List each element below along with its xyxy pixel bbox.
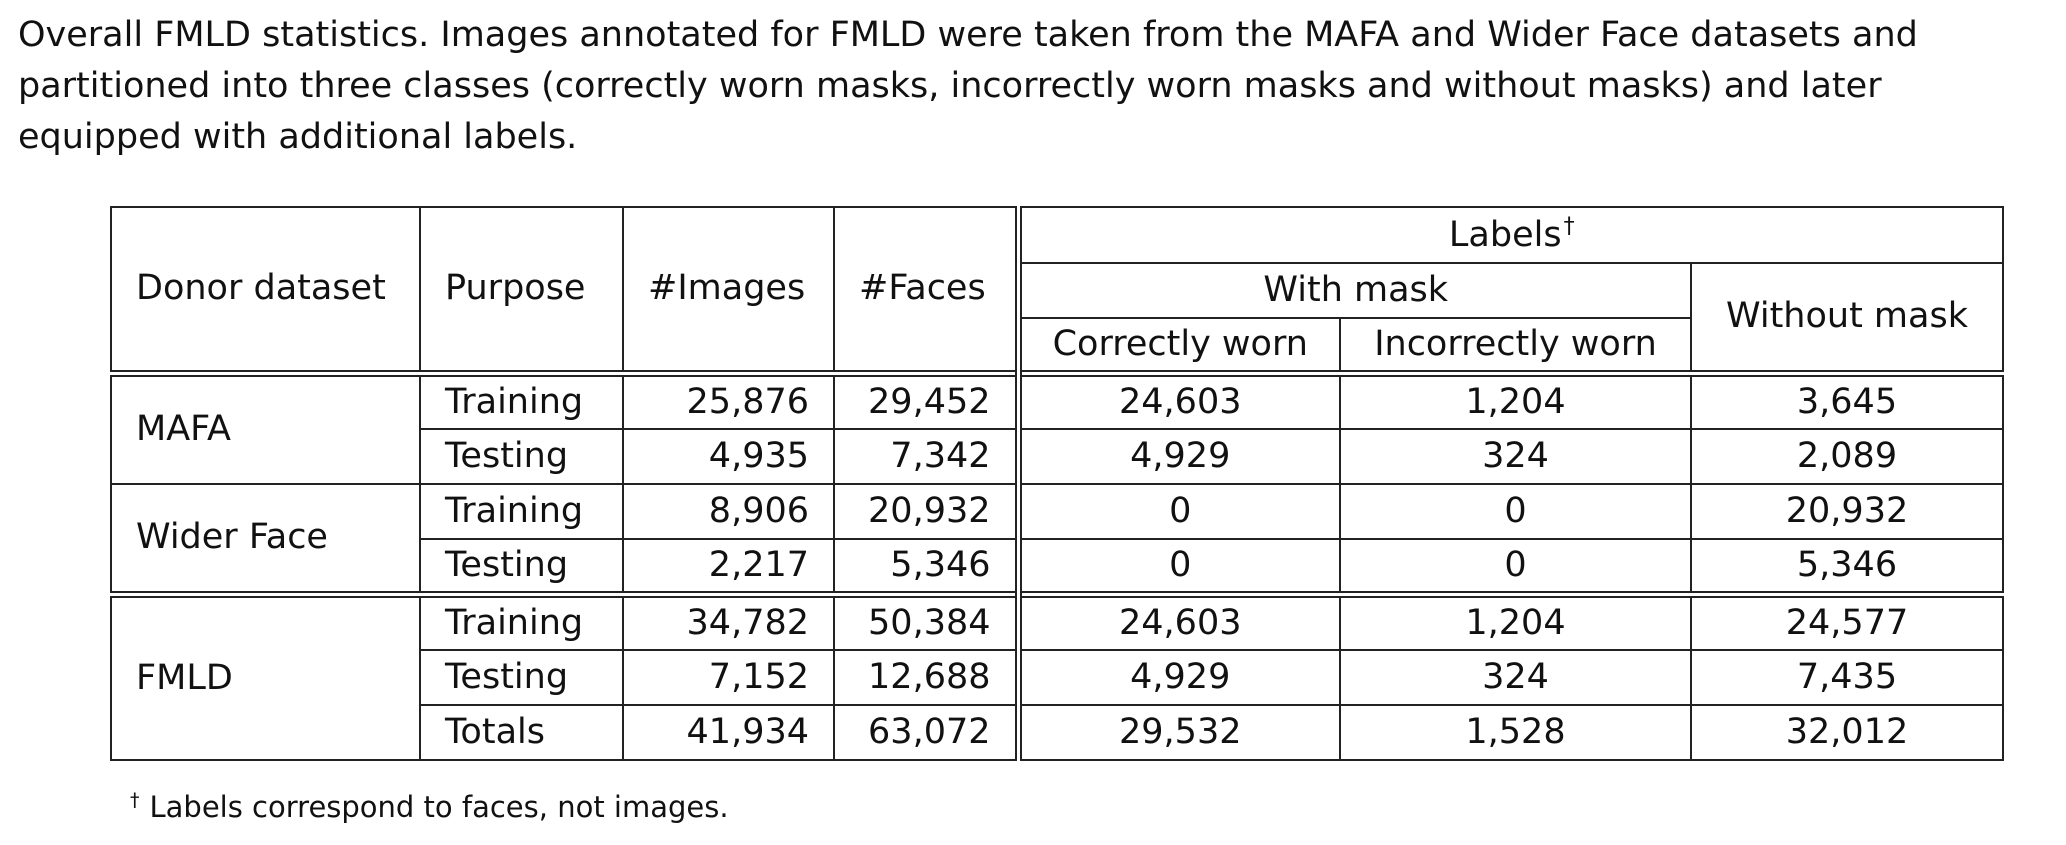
header-labels: Labels†	[1017, 206, 2004, 264]
images-cell: 34,782	[622, 590, 835, 651]
table-footnote: † Labels correspond to faces, not images.	[130, 787, 729, 827]
images-cell: 2,217	[622, 538, 835, 595]
purpose-cell: Training	[419, 369, 624, 430]
without-cell: 2,089	[1690, 428, 2004, 485]
header-faces: #Faces	[833, 206, 1022, 374]
dataset-cell: MAFA	[110, 369, 421, 485]
purpose-cell: Testing	[419, 649, 624, 706]
faces-cell: 50,384	[833, 590, 1022, 651]
labels-footnote-mark: †	[1563, 213, 1575, 239]
table-row: Testing 2,217 5,346 0 0 5,346	[111, 538, 2004, 595]
table-row: MAFA Training 25,876 29,452 24,603 1,204…	[110, 369, 2004, 485]
faces-cell: 20,932	[833, 483, 1022, 540]
dataset-cell: FMLD	[110, 590, 421, 761]
without-cell: 3,645	[1690, 369, 2004, 430]
header-row-1: Donor dataset Purpose #Images #Faces Lab…	[110, 206, 2004, 374]
header-donor-dataset: Donor dataset	[110, 206, 421, 374]
table-caption: Overall FMLD statistics. Images annotate…	[18, 15, 1918, 157]
images-cell: 41,934	[622, 704, 835, 761]
header-labels-text: Labels	[1448, 214, 1562, 255]
table-row: Wider Face Training 8,906 20,932 0 0 20,…	[110, 483, 2004, 595]
images-cell: 7,152	[622, 649, 835, 706]
images-cell: 4,935	[622, 428, 835, 485]
correct-cell: 24,603	[1017, 590, 1341, 651]
faces-cell: 5,346	[833, 538, 1022, 595]
purpose-cell: Training	[419, 483, 624, 540]
without-cell: 20,932	[1690, 483, 2004, 540]
header-images: #Images	[622, 206, 835, 374]
incorrect-cell: 0	[1339, 538, 1692, 595]
images-cell: 8,906	[622, 483, 835, 540]
incorrect-cell: 324	[1339, 428, 1692, 485]
incorrect-cell: 0	[1339, 483, 1692, 540]
fmld-statistics-table: Donor dataset Purpose #Images #Faces Lab…	[110, 206, 2004, 761]
without-cell: 5,346	[1690, 538, 2004, 595]
correct-cell: 24,603	[1017, 369, 1341, 430]
faces-cell: 29,452	[833, 369, 1022, 430]
table-row: Testing 4,935 7,342 4,929 324 2,089	[111, 428, 2004, 485]
table-row: Testing 7,152 12,688 4,929 324 7,435	[111, 649, 2004, 706]
footnote-mark: †	[130, 789, 140, 812]
header-row-2: With mask Without mask	[111, 262, 2004, 374]
images-cell: 25,876	[622, 369, 835, 430]
incorrect-cell: 1,204	[1339, 369, 1692, 430]
correct-cell: 29,532	[1017, 704, 1341, 761]
purpose-cell: Testing	[419, 428, 624, 485]
purpose-cell: Testing	[419, 538, 624, 595]
header-without-mask: Without mask	[1690, 262, 2004, 374]
faces-cell: 7,342	[833, 428, 1022, 485]
statistics-table-container: Donor dataset Purpose #Images #Faces Lab…	[110, 206, 2004, 761]
dataset-cell: Wider Face	[110, 483, 421, 595]
header-correctly-worn: Correctly worn	[1017, 317, 1341, 374]
table-row: FMLD Training 34,782 50,384 24,603 1,204…	[110, 590, 2004, 761]
footnote-text: Labels correspond to faces, not images.	[149, 790, 729, 824]
incorrect-cell: 1,528	[1339, 704, 1692, 761]
without-cell: 32,012	[1690, 704, 2004, 761]
header-purpose: Purpose	[419, 206, 624, 374]
purpose-cell: Totals	[419, 704, 624, 761]
correct-cell: 0	[1017, 483, 1341, 540]
incorrect-cell: 1,204	[1339, 590, 1692, 651]
table-row: Totals 41,934 63,072 29,532 1,528 32,012	[111, 704, 2004, 761]
incorrect-cell: 324	[1339, 649, 1692, 706]
correct-cell: 4,929	[1017, 428, 1341, 485]
header-row-3: Correctly worn Incorrectly worn	[111, 317, 2003, 374]
without-cell: 24,577	[1690, 590, 2004, 651]
without-cell: 7,435	[1690, 649, 2004, 706]
faces-cell: 63,072	[833, 704, 1022, 761]
correct-cell: 0	[1017, 538, 1341, 595]
header-with-mask: With mask	[1017, 262, 1692, 319]
purpose-cell: Training	[419, 590, 624, 651]
correct-cell: 4,929	[1017, 649, 1341, 706]
header-incorrectly-worn: Incorrectly worn	[1339, 317, 1692, 374]
faces-cell: 12,688	[833, 649, 1022, 706]
